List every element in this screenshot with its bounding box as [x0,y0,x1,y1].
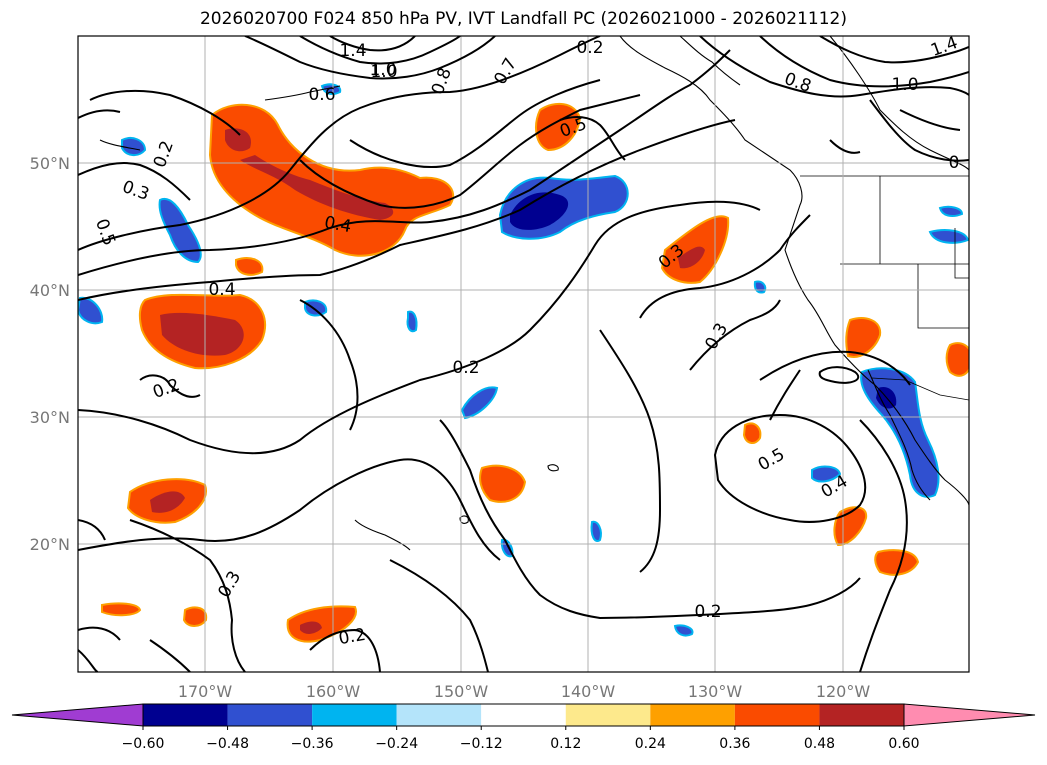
negative-anomaly [811,465,842,483]
borders [800,175,969,401]
lat-tick-label: 30°N [30,408,70,427]
lat-tick-label: 50°N [30,154,70,173]
positive-anomaly-core [160,312,244,356]
colorbar-tick-label: −0.48 [206,736,249,752]
contour-label: 0.2 [576,38,603,58]
colorbar-tick-label: −0.36 [291,736,334,752]
latitude-ticks: 50°N 40°N 30°N 20°N [30,154,70,554]
colorbar-segment [650,704,735,726]
colorbar-tick-label: 0.36 [719,736,750,752]
negative-anomaly [938,205,964,217]
positive-anomaly-core [225,128,251,152]
colorbar-segment [481,704,566,726]
positive-anomaly [479,464,527,503]
negative-anomaly [460,386,499,420]
negative-anomaly [753,280,767,294]
contour-label: 0.2 [337,625,367,649]
colorbar-segment [396,704,482,726]
map-title: 2026020700 F024 850 hPa PV, IVT Landfall… [199,9,847,29]
contour-label: 0 [949,153,960,173]
lon-tick-label: 160°W [306,682,361,701]
colorbar-tick-label: −0.24 [375,736,418,752]
map-area: 1.41.0 0.8 0.70.60.50.20.30.5 0.40.40.30.20… [78,36,969,672]
colorbar-extend-high [903,703,1036,727]
lon-tick-label: 120°W [816,682,871,701]
contour-label: 1.4 [339,41,366,61]
negative-anomaly [406,310,418,333]
negative-anomaly-core [510,192,569,230]
negative-anomaly [121,137,147,156]
contour-label: 0.4 [323,213,353,237]
negative-anomaly [304,299,328,317]
colorbar-frame [142,703,905,727]
longitude-ticks: 170°W 160°W 150°W 140°W 130°W 120°W [178,682,871,701]
contour-label: 0.2 [694,602,721,622]
colorbar-tick-label: 0.48 [804,736,835,752]
positive-anomaly [235,257,264,276]
negative-anomaly [673,624,694,637]
graticule [78,36,969,672]
negative-anomaly [78,296,104,325]
positive-anomaly-core [150,491,185,513]
colorbar-segment [143,704,228,726]
contour-label: 1.0 [370,62,397,82]
map-frame [77,35,970,673]
positive-anomaly [845,317,882,358]
positive-anomaly-core [300,621,322,634]
contour-label: 1.0 [891,75,918,95]
positive-anomaly-core [240,155,394,220]
colorbar-tick-label: −0.60 [122,736,165,752]
pv-shading [78,83,969,643]
colorbar: −0.60 −0.48 −0.36 −0.24 −0.12 0.12 0.24 0.36 0.4… [11,703,1036,752]
positive-anomaly [742,422,762,444]
colorbar-tick-label: 0.24 [635,736,666,752]
colorbar-segment [734,704,820,726]
contour-label: 1.0 [369,60,396,80]
contour-label: 0.4 [208,280,235,300]
positive-anomaly [208,103,455,257]
lon-tick-label: 130°W [688,682,743,701]
colorbar-extend-low [11,703,144,727]
lat-tick-label: 20°N [30,535,70,554]
contour-label: 0.2 [452,358,479,378]
colorbar-segment [819,704,904,726]
negative-anomaly [590,520,602,542]
positive-anomaly [101,602,142,617]
negative-anomaly [928,229,969,244]
contour-label: 0.6 [308,85,335,105]
negative-anomaly [158,197,202,264]
colorbar-tick-label: 0.60 [888,736,919,752]
colorbar-tick-label: 0.12 [550,736,581,752]
positive-anomaly-core [678,246,705,269]
colorbar-segment [565,704,651,726]
lon-tick-label: 140°W [561,682,616,701]
lat-tick-label: 40°N [30,281,70,300]
positive-anomaly [945,342,969,377]
positive-anomaly [182,606,208,627]
colorbar-tick-label: −0.12 [460,736,503,752]
lon-tick-label: 170°W [178,682,233,701]
pv-contours [78,36,969,672]
colorbar-segment [227,704,313,726]
colorbar-segment [312,704,397,726]
lon-tick-label: 150°W [434,682,489,701]
